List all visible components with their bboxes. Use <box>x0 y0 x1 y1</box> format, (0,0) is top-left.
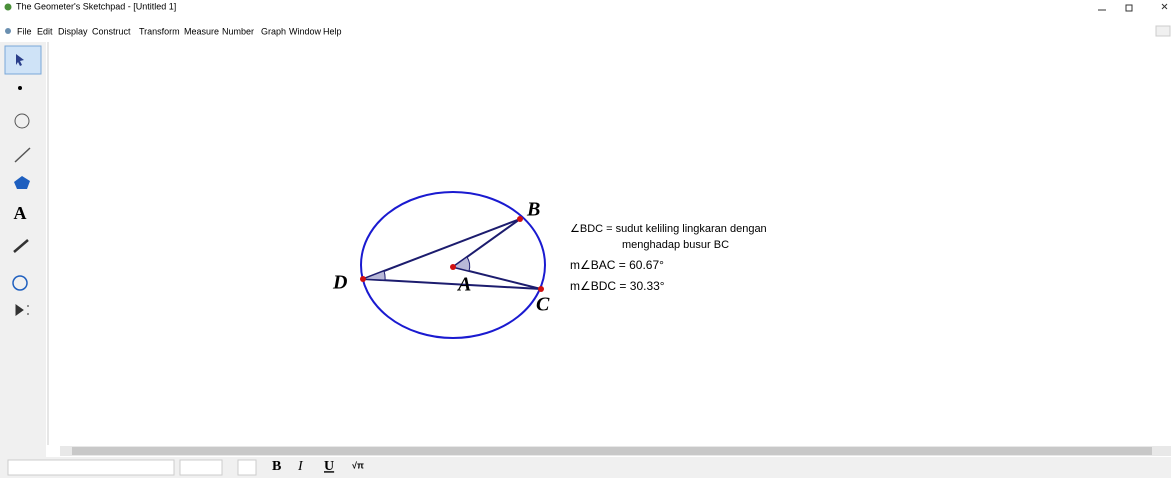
point-labels: B D A C <box>332 199 550 316</box>
window-title: The Geometer's Sketchpad - [Untitled 1] <box>16 1 176 11</box>
format-button[interactable]: I <box>297 459 304 474</box>
note-line[interactable]: ∠BDC = sudut keliling lingkaran dengan <box>570 223 767 235</box>
straightedge-tool[interactable] <box>14 147 31 163</box>
menu-bar <box>0 24 1171 37</box>
menu-item[interactable]: Graph <box>261 26 286 36</box>
label-b[interactable]: B <box>526 199 540 221</box>
close-button[interactable] <box>1161 3 1168 10</box>
segment-db <box>362 218 521 280</box>
polygon-tool[interactable] <box>14 176 30 189</box>
angle-bdc-mark <box>362 270 386 281</box>
menu: File Edit Display Construct Transform Measure… <box>17 26 342 36</box>
menu-item[interactable]: Measure <box>184 26 219 36</box>
point-b[interactable] <box>517 216 523 222</box>
menu-item[interactable]: Display <box>58 26 88 36</box>
color-select[interactable] <box>237 459 257 476</box>
circle <box>360 191 546 339</box>
app-icon <box>4 3 12 11</box>
marker-tool[interactable] <box>13 239 29 253</box>
custom-tool[interactable] <box>15 304 29 316</box>
label-c[interactable]: C <box>536 294 550 316</box>
point-c[interactable] <box>538 286 544 292</box>
format-button[interactable]: B <box>272 459 281 474</box>
point-d[interactable] <box>360 276 366 282</box>
size-select[interactable] <box>179 459 223 476</box>
doc-icon <box>5 28 11 34</box>
font-select[interactable] <box>7 459 175 476</box>
format-bar <box>0 457 1171 478</box>
compass-tool[interactable] <box>14 113 30 129</box>
format-button[interactable]: U <box>324 459 334 474</box>
menu-item[interactable]: Help <box>323 26 342 36</box>
point-a[interactable] <box>450 264 456 270</box>
tool-selected[interactable] <box>4 45 42 75</box>
restore-button[interactable] <box>1125 4 1133 12</box>
label-a[interactable]: A <box>456 274 471 296</box>
menu-item[interactable]: Transform <box>139 26 180 36</box>
measurement[interactable]: m∠BDC = 30.33° <box>570 279 665 293</box>
scroll-thumb[interactable] <box>72 447 1152 455</box>
info-tool[interactable] <box>12 275 28 291</box>
doc-controls[interactable] <box>1155 25 1171 37</box>
angle-bac-mark <box>451 256 471 272</box>
points <box>360 216 544 292</box>
menu-item[interactable]: File <box>17 26 32 36</box>
toolbox <box>0 42 46 457</box>
label-d[interactable]: D <box>332 272 347 294</box>
arrow-tool[interactable] <box>16 54 24 66</box>
measurement[interactable]: m∠BAC = 60.67° <box>570 258 664 272</box>
text-tool[interactable]: A <box>14 203 27 223</box>
segment-dc <box>362 278 542 290</box>
menu-item[interactable]: Window <box>289 26 322 36</box>
menu-item[interactable]: Construct <box>92 26 131 36</box>
note-line[interactable]: menghadap busur BC <box>622 239 729 251</box>
menu-item[interactable]: Number <box>222 26 254 36</box>
menu-item[interactable]: Edit <box>37 26 53 36</box>
symbol-button[interactable]: √π <box>352 460 364 470</box>
point-tool[interactable] <box>18 86 22 90</box>
